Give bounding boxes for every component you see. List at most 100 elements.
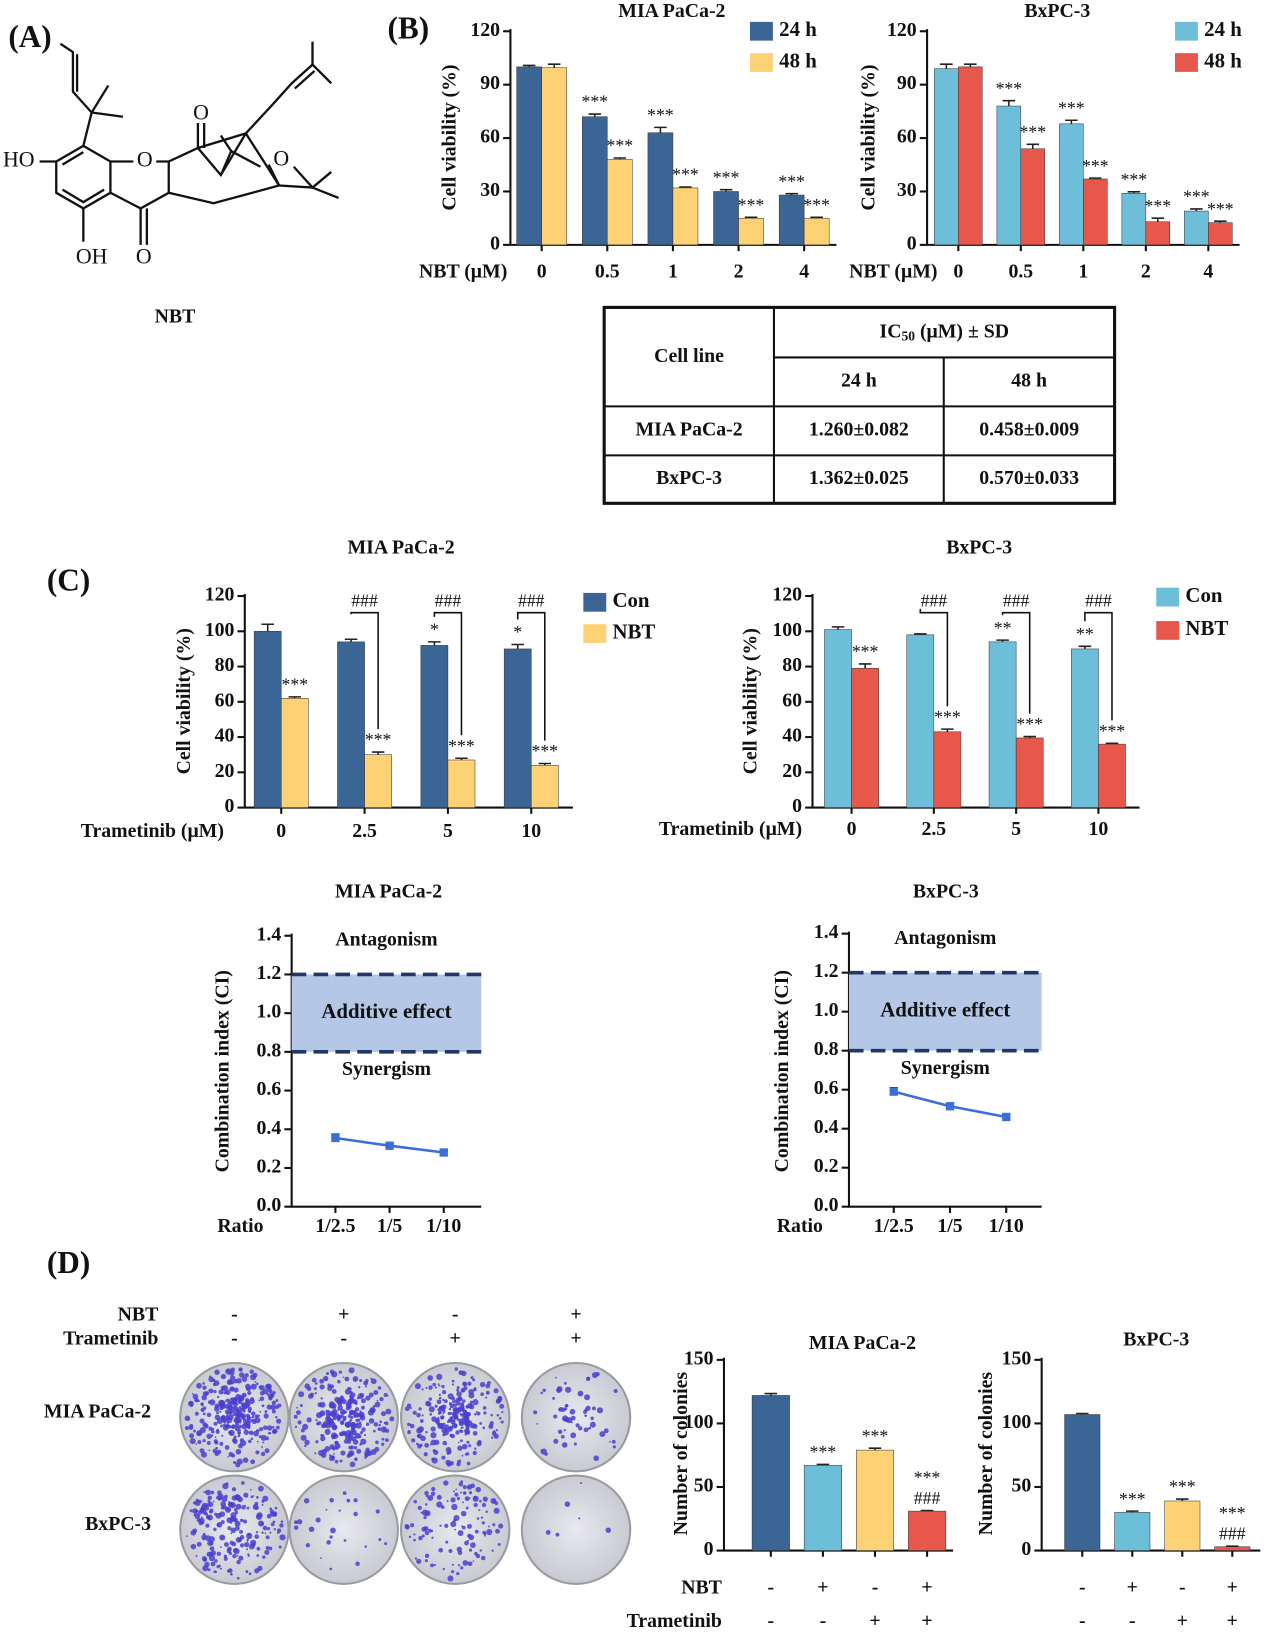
y-tick-label: 20 [782, 760, 802, 782]
colony [557, 1429, 563, 1435]
x-tick-label: 1/10 [989, 1215, 1024, 1237]
significance: ### [1219, 1524, 1246, 1544]
y-tick-label: 50 [1011, 1475, 1031, 1497]
colony [184, 1415, 191, 1422]
y-tick-label: 0.2 [257, 1156, 282, 1178]
colony [361, 1427, 366, 1432]
atom-label: O [136, 244, 152, 268]
colony [274, 1506, 278, 1510]
colony [431, 1486, 436, 1492]
colony [224, 1409, 230, 1415]
colony [407, 1430, 411, 1435]
colony [243, 1418, 249, 1425]
colony [341, 1399, 347, 1405]
colony [613, 1388, 618, 1394]
colony [190, 1543, 197, 1550]
colony [350, 1427, 356, 1433]
colony [483, 1411, 487, 1415]
x-tick-label: 4 [1203, 261, 1213, 283]
colony [360, 1442, 363, 1445]
error-bar [547, 63, 561, 68]
colony [210, 1429, 215, 1434]
error-bar [1065, 119, 1078, 124]
error-bar [744, 216, 758, 219]
colony [447, 1575, 454, 1582]
colony [213, 1439, 218, 1444]
colony [591, 1406, 596, 1411]
colony [457, 1441, 460, 1444]
colony [334, 1459, 339, 1464]
colony [229, 1375, 236, 1381]
table-cell: 0.570±0.033 [979, 467, 1079, 489]
bar [1098, 743, 1126, 808]
colony [257, 1414, 261, 1417]
colony [379, 1397, 384, 1402]
colony [432, 1382, 436, 1387]
colony [244, 1373, 249, 1378]
colony [189, 1509, 193, 1513]
colony [473, 1502, 478, 1508]
colony [226, 1569, 230, 1573]
y-axis-label: Number of colonies [975, 1372, 997, 1536]
colony [189, 1438, 196, 1445]
condition-sign: - [452, 1304, 459, 1326]
colony [472, 1423, 478, 1429]
colony [266, 1392, 270, 1396]
colony [214, 1406, 220, 1412]
significance: *** [803, 195, 830, 215]
colony [365, 1395, 371, 1401]
error-bar [588, 113, 602, 117]
y-tick-label: 120 [470, 19, 500, 41]
colony [201, 1506, 205, 1510]
y-tick-label: 0.6 [814, 1077, 839, 1099]
comparison-label: ### [1085, 590, 1112, 610]
colony [347, 1414, 352, 1418]
significance: *** [1183, 187, 1210, 207]
bar [1145, 221, 1171, 246]
colony [563, 1429, 566, 1432]
comparison-bracket [433, 611, 463, 736]
colony [240, 1396, 245, 1400]
colony [266, 1526, 271, 1531]
y-tick-label: 0 [792, 795, 802, 817]
y-tick-label: 90 [897, 72, 917, 94]
colony [237, 1409, 243, 1416]
colony [266, 1404, 272, 1410]
significance: *** [365, 730, 392, 750]
colony [553, 1414, 558, 1419]
colony [237, 1434, 241, 1438]
colony [474, 1529, 479, 1534]
colony [242, 1394, 245, 1397]
colony [474, 1412, 477, 1416]
y-tick-label: 50 [694, 1475, 714, 1497]
colony [308, 1526, 315, 1533]
colony [293, 1414, 298, 1419]
y-tick-label: 0.4 [257, 1117, 282, 1139]
colony [556, 1387, 562, 1393]
condition-sign: + [1127, 1577, 1138, 1599]
colony [208, 1389, 211, 1392]
colony [185, 1535, 188, 1538]
comparison-bracket [919, 608, 949, 707]
band-label: Antagonism [894, 927, 997, 949]
colony [438, 1547, 444, 1553]
colony [417, 1444, 422, 1449]
colony [215, 1496, 220, 1500]
colony [454, 1528, 457, 1531]
colony [427, 1528, 432, 1533]
error-bar [1078, 645, 1092, 649]
colony [564, 1407, 568, 1411]
colony [342, 1491, 347, 1496]
colony [269, 1509, 275, 1514]
colony [304, 1383, 310, 1389]
colony [456, 1401, 461, 1406]
colony [309, 1392, 314, 1397]
comparison-label: ### [1003, 590, 1030, 610]
colony [315, 1418, 318, 1422]
colony [442, 1412, 445, 1415]
x-tick-label: 2 [734, 261, 744, 283]
bar [803, 217, 830, 246]
significance: *** [934, 707, 961, 727]
colony [472, 1378, 476, 1382]
colony [315, 1440, 319, 1444]
